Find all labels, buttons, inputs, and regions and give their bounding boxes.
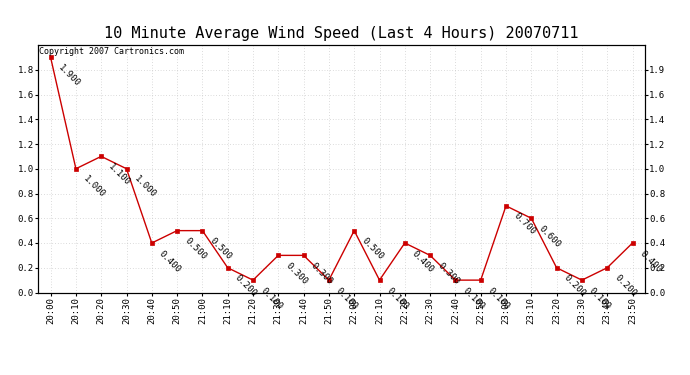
Text: Copyright 2007 Cartronics.com: Copyright 2007 Cartronics.com	[39, 48, 184, 57]
Text: 0.300: 0.300	[435, 261, 461, 286]
Text: 1.000: 1.000	[81, 174, 107, 200]
Text: 1.100: 1.100	[107, 162, 132, 187]
Text: 0.100: 0.100	[587, 286, 613, 311]
Text: 0.100: 0.100	[486, 286, 511, 311]
Text: 0.400: 0.400	[411, 249, 435, 274]
Text: 0.100: 0.100	[335, 286, 359, 311]
Text: 0.200: 0.200	[562, 273, 587, 298]
Text: 0.400: 0.400	[157, 249, 183, 274]
Text: 0.500: 0.500	[208, 236, 233, 261]
Text: 0.200: 0.200	[233, 273, 259, 298]
Text: 0.700: 0.700	[511, 211, 537, 237]
Text: 0.100: 0.100	[385, 286, 411, 311]
Text: 0.200: 0.200	[613, 273, 638, 298]
Text: 0.600: 0.600	[537, 224, 562, 249]
Title: 10 Minute Average Wind Speed (Last 4 Hours) 20070711: 10 Minute Average Wind Speed (Last 4 Hou…	[104, 26, 579, 41]
Text: 0.300: 0.300	[309, 261, 335, 286]
Text: 0.100: 0.100	[259, 286, 284, 311]
Text: 0.500: 0.500	[183, 236, 208, 261]
Text: 0.300: 0.300	[284, 261, 309, 286]
Text: 1.900: 1.900	[56, 63, 81, 88]
Text: 1.000: 1.000	[132, 174, 157, 200]
Text: 0.400: 0.400	[638, 249, 663, 274]
Text: 0.100: 0.100	[461, 286, 486, 311]
Text: 0.500: 0.500	[359, 236, 385, 261]
